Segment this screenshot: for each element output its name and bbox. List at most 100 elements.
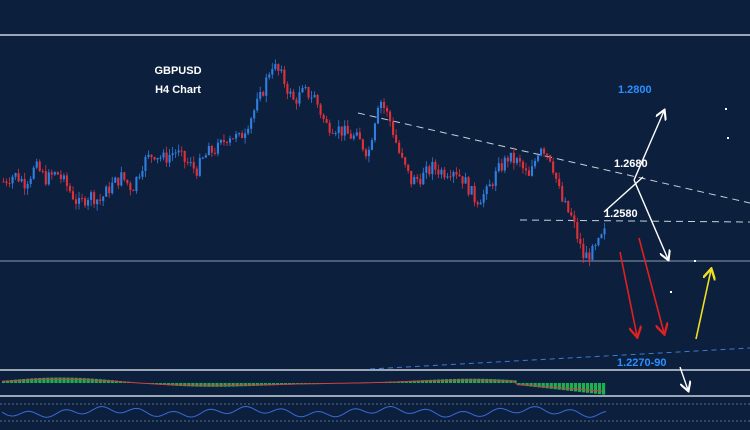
candle-body: [47, 172, 50, 185]
macd-bar: [493, 379, 497, 383]
candle-body: [594, 245, 597, 247]
candle-body: [120, 172, 123, 186]
candle-body: [555, 172, 558, 179]
candle-body: [244, 133, 247, 139]
candle-body: [443, 169, 446, 178]
candle-body: [343, 125, 346, 136]
candle-body: [325, 119, 328, 123]
arrow-up-to-target: [633, 111, 664, 181]
dot-marker-2: [670, 291, 672, 293]
macd-bar: [26, 378, 30, 383]
macd-bar: [461, 378, 465, 383]
candle-body: [23, 179, 26, 189]
candle-body: [56, 172, 59, 175]
macd-bar: [10, 379, 14, 383]
candle-body: [540, 148, 543, 156]
candle-body: [59, 174, 62, 180]
candle-body: [467, 177, 470, 195]
candle-body: [138, 176, 141, 178]
candle-body: [506, 157, 509, 162]
macd-bar: [231, 383, 235, 387]
macd-bar: [207, 383, 211, 387]
candle-body: [512, 152, 515, 164]
candle-body: [576, 222, 579, 239]
candle-body: [491, 184, 494, 186]
chart-timeframe: H4 Chart: [155, 84, 201, 96]
macd-bar: [30, 378, 34, 383]
macd-bar: [593, 383, 598, 394]
macd-bar: [6, 380, 10, 383]
candle-body: [259, 91, 262, 99]
candle-body: [464, 177, 467, 184]
candle-body: [331, 132, 334, 134]
candle-body: [135, 176, 138, 192]
label-target-1: 1.2800: [618, 84, 652, 96]
arrow-down-from-resistance: [633, 179, 668, 259]
candle-body: [449, 176, 452, 178]
macd-bar: [513, 380, 517, 383]
candle-body: [488, 184, 491, 187]
candle-body: [549, 155, 552, 162]
candle-body: [111, 182, 114, 194]
macd-bar: [167, 383, 171, 386]
macd-bar: [444, 379, 449, 383]
candle-body: [11, 176, 14, 184]
candle-body: [476, 202, 479, 205]
candle-body: [597, 237, 600, 246]
candle-body: [8, 183, 11, 185]
macd-bar: [227, 383, 231, 387]
macd-bar: [436, 379, 441, 383]
candle-body: [603, 228, 606, 235]
candle-body: [422, 172, 425, 185]
candle-body: [180, 150, 183, 152]
candle-body: [389, 111, 392, 122]
candle-body: [32, 167, 35, 179]
candle-body: [455, 172, 458, 175]
macd-bar: [553, 383, 557, 390]
candle-body: [286, 84, 289, 94]
macd-bar: [440, 379, 445, 383]
candle-body: [2, 181, 5, 183]
candle-body: [150, 154, 153, 158]
dot-marker-4: [727, 137, 729, 139]
candle-body: [171, 153, 174, 155]
candle-body: [177, 150, 180, 153]
arrow-white-descend: [603, 176, 644, 213]
macd-bar: [561, 383, 565, 391]
candle-body: [87, 199, 90, 206]
macd-bar: [501, 379, 505, 383]
candle-body: [536, 155, 540, 161]
candle-body: [482, 194, 485, 203]
candle-body: [515, 158, 518, 164]
candle-body: [361, 139, 364, 150]
candle-body: [262, 91, 265, 96]
candle-body: [591, 245, 594, 260]
macd-bar: [489, 379, 493, 383]
candle-body: [5, 181, 8, 184]
candle-body: [533, 160, 537, 167]
macd-bar: [203, 383, 207, 387]
candle-body: [527, 170, 531, 176]
macd-bar: [448, 379, 453, 383]
candle-body: [289, 91, 292, 94]
candle-body: [546, 153, 549, 156]
candle-body: [283, 69, 286, 85]
macd-bar: [58, 377, 62, 383]
macd-bar: [74, 377, 78, 383]
candle-body: [271, 69, 274, 75]
candle-body: [247, 128, 250, 134]
macd-bar: [529, 383, 533, 387]
macd-bar: [179, 383, 183, 387]
candle-body: [552, 161, 555, 173]
candle-body: [355, 132, 358, 136]
candle-body: [38, 161, 41, 172]
candle-body: [322, 114, 325, 120]
macd-histogram: [2, 377, 606, 395]
macd-bar: [78, 377, 82, 383]
candle-body: [265, 77, 268, 96]
candle-body: [337, 126, 340, 133]
candle-body: [162, 152, 165, 158]
candle-body: [99, 199, 102, 201]
